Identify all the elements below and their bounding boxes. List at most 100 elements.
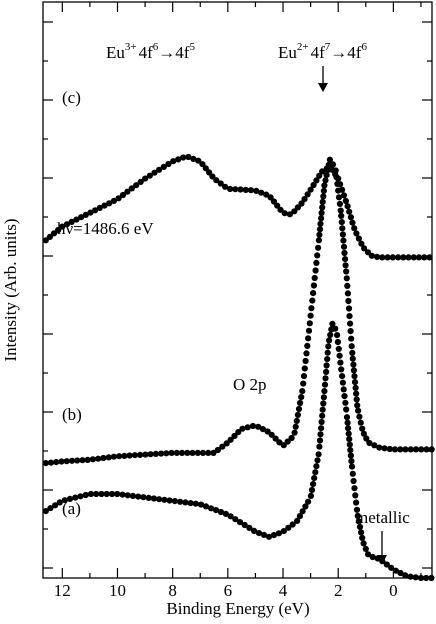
data-point	[342, 399, 349, 406]
eu3-arrow: →4f	[158, 43, 190, 62]
data-point	[302, 357, 309, 365]
data-point	[336, 352, 343, 359]
eu2-sup: 2+	[297, 41, 309, 53]
x-tick-label: 6	[224, 581, 233, 600]
data-point	[313, 463, 320, 470]
data-point	[392, 567, 399, 574]
data-point	[222, 510, 229, 517]
svg-text:Eu3+4f6→4f5: Eu3+ 4f6→4f5	[106, 41, 195, 62]
data-point	[412, 446, 420, 453]
data-point	[272, 435, 279, 442]
data-point	[335, 345, 342, 352]
data-point	[142, 175, 149, 182]
data-point	[126, 452, 133, 459]
data-point	[73, 216, 80, 223]
data-point	[129, 492, 136, 499]
metallic-label: metallic	[355, 508, 410, 527]
data-point	[321, 381, 329, 388]
data-point	[374, 253, 381, 260]
data-point	[314, 457, 321, 464]
data-point	[361, 245, 368, 252]
data-point	[82, 491, 89, 499]
data-point	[281, 210, 288, 217]
data-point	[209, 173, 216, 180]
data-point	[319, 168, 326, 175]
data-point	[291, 208, 298, 215]
data-point	[78, 214, 85, 221]
data-point	[263, 191, 270, 198]
data-point	[288, 434, 295, 442]
data-point	[410, 254, 417, 261]
data-point	[296, 513, 303, 520]
data-point	[244, 424, 251, 431]
data-point	[301, 365, 308, 372]
data-point	[343, 268, 350, 275]
data-point	[349, 219, 356, 226]
data-point	[336, 200, 343, 207]
data-point	[58, 458, 65, 465]
data-point	[345, 430, 352, 437]
data-point	[316, 443, 323, 450]
data-point	[47, 459, 55, 466]
data-point	[351, 225, 358, 232]
x-axis-ticks: 12 10 8 6 4 2 0	[54, 2, 422, 600]
series-label-b: (b)	[62, 405, 82, 424]
data-point	[354, 402, 361, 409]
data-point	[55, 226, 62, 234]
data-point	[161, 496, 168, 503]
data-point	[305, 498, 312, 505]
data-point	[315, 451, 322, 458]
eu3-text: Eu	[106, 43, 125, 62]
data-point	[310, 181, 317, 189]
data-point	[337, 207, 344, 214]
data-point	[160, 163, 167, 170]
data-point	[352, 492, 359, 499]
data-point	[347, 320, 354, 327]
data-point	[79, 457, 86, 464]
data-point	[327, 331, 334, 338]
data-point	[339, 231, 346, 238]
data-point	[170, 158, 177, 165]
data-point	[359, 425, 366, 432]
data-point	[249, 422, 256, 430]
data-point	[63, 221, 71, 228]
data-point	[320, 187, 327, 194]
data-point	[300, 373, 308, 380]
data-point	[356, 413, 363, 420]
data-point	[397, 569, 404, 577]
data-point	[348, 343, 355, 350]
metallic-arrow-icon	[377, 531, 387, 564]
data-point	[309, 297, 316, 304]
x-tick-label: 2	[334, 581, 343, 600]
data-point	[298, 200, 305, 207]
data-point	[87, 209, 94, 216]
data-point	[389, 254, 396, 261]
data-point	[231, 432, 238, 440]
plot-frame	[42, 1, 433, 579]
data-point	[358, 529, 365, 536]
data-point	[93, 490, 100, 498]
data-point	[350, 367, 357, 374]
data-point	[340, 192, 348, 199]
eu3-sup2: 6	[153, 41, 159, 53]
data-point	[301, 196, 308, 203]
data-point	[291, 429, 298, 436]
data-point	[344, 419, 351, 426]
data-point	[158, 450, 165, 457]
data-point	[312, 267, 319, 274]
eu3-sup: 3+	[125, 41, 137, 53]
data-point	[395, 254, 402, 261]
data-point	[142, 451, 149, 458]
data-point	[277, 206, 284, 213]
data-point	[307, 492, 314, 499]
data-point	[156, 496, 163, 503]
data-point	[68, 457, 76, 464]
data-point	[306, 320, 313, 327]
data-point	[407, 446, 414, 453]
series-a	[42, 320, 435, 582]
data-point	[359, 534, 366, 542]
data-point	[315, 244, 322, 251]
data-point	[108, 490, 116, 498]
data-point	[335, 194, 343, 201]
data-point	[241, 521, 248, 529]
